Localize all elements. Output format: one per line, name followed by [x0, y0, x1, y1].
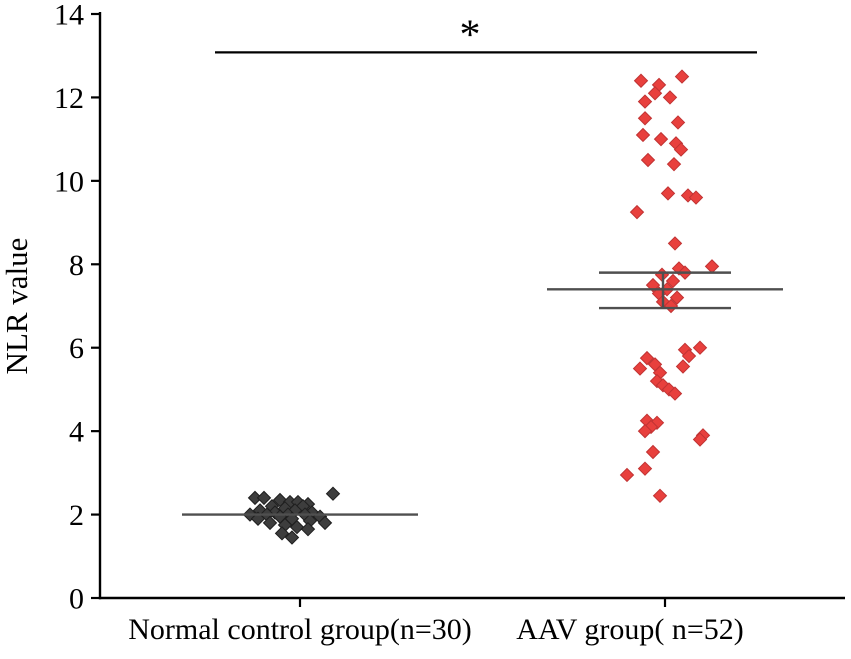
data-point — [633, 73, 649, 88]
data-point — [629, 204, 645, 220]
data-point — [692, 432, 708, 447]
data-point — [665, 273, 681, 289]
data-point — [284, 530, 300, 545]
x-tick-label: AAV group( n=52) — [516, 613, 743, 646]
data-point — [300, 521, 316, 537]
data-point — [637, 461, 653, 476]
y-axis-title: NLR value — [0, 238, 34, 375]
data-point — [675, 359, 691, 374]
y-tick-label: 8 — [69, 249, 84, 282]
data-point — [667, 236, 683, 251]
data-point — [667, 386, 683, 401]
data-point — [660, 186, 676, 201]
data-point — [637, 423, 653, 439]
data-point — [661, 382, 677, 397]
data-point — [637, 111, 653, 126]
data-point — [673, 142, 689, 157]
data-point — [688, 190, 704, 205]
data-point — [662, 90, 678, 105]
data-point — [639, 350, 655, 366]
data-point — [256, 490, 272, 506]
data-point — [325, 486, 341, 501]
data-point — [640, 152, 656, 168]
data-point — [669, 290, 685, 305]
data-point — [632, 361, 648, 376]
significance-star: * — [460, 12, 481, 58]
data-point — [289, 519, 305, 535]
data-point — [653, 131, 669, 147]
data-point — [645, 277, 661, 293]
data-point — [674, 69, 690, 84]
data-point — [704, 259, 720, 274]
y-tick-label: 10 — [54, 165, 84, 198]
data-point — [681, 348, 697, 364]
data-point — [666, 156, 682, 172]
y-tick-label: 6 — [69, 332, 84, 365]
data-point — [647, 86, 663, 101]
y-tick-label: 0 — [69, 583, 84, 616]
y-tick-label: 14 — [54, 0, 84, 32]
data-point — [670, 115, 686, 130]
data-point — [317, 515, 333, 531]
data-point — [262, 515, 278, 531]
data-point — [637, 94, 653, 109]
data-point — [652, 488, 668, 504]
data-point — [274, 526, 290, 541]
y-tick-label: 4 — [69, 416, 84, 449]
data-point — [619, 467, 635, 483]
data-point — [645, 444, 661, 460]
y-tick-label: 12 — [54, 82, 84, 115]
x-tick-label: Normal control group(n=30) — [128, 613, 472, 646]
y-tick-label: 2 — [69, 499, 84, 532]
data-point — [635, 127, 651, 143]
data-point — [692, 340, 708, 355]
data-point — [649, 373, 665, 389]
